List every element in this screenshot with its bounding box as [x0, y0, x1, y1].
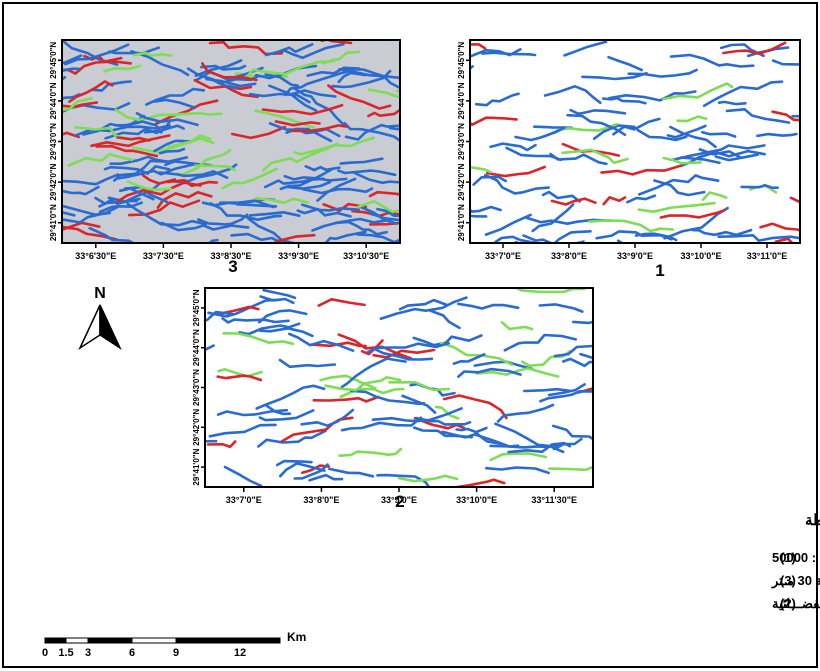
y-coordinate-label: 29°44'0"N — [457, 82, 466, 119]
legend-title: مفتـــاح الخريـــــــطة — [805, 512, 820, 529]
x-coordinate-label: 33°7'30"E — [143, 251, 184, 261]
legend-text: شــبكة التصـــريف مـــن المرئيـــة الفضـ… — [772, 596, 820, 612]
scale-segment — [45, 638, 66, 643]
x-coordinate-label: 33°7'0"E — [226, 495, 262, 505]
x-coordinate-label: 33°8'0"E — [551, 251, 587, 261]
y-coordinate-label: 29°45'0"N — [192, 289, 201, 326]
map-background — [470, 40, 800, 243]
legend-text: شـبكة التصـريف مـن نمـوذج الارتفاعـات ال… — [771, 573, 820, 589]
y-coordinate-label: 29°42'0"N — [49, 163, 58, 200]
legend-text: شـــبكة التصـــريف مـــن الخـــرائط 1 : … — [772, 550, 820, 566]
stream — [524, 389, 569, 391]
scale-label: 12 — [234, 647, 246, 659]
map-panel: 33°7'0"E 33°8'0"E 33°9'0"E 33°10'0"E 33°11'0… — [415, 40, 820, 280]
x-coordinate-label: 33°9'0"E — [617, 251, 653, 261]
scale-segment — [220, 638, 280, 643]
y-coordinate-label: 29°42'0"N — [457, 163, 466, 200]
x-coordinate-label: 33°6'30"E — [75, 251, 116, 261]
x-coordinate-label: 33°10'30"E — [343, 251, 389, 261]
scale-bar: 0 1.5 3 6 9 12 Km — [42, 630, 306, 659]
stream — [757, 134, 796, 136]
y-coordinate-label: 29°42'0"N — [192, 409, 201, 446]
scale-segment — [176, 638, 220, 643]
y-coordinate-label: 29°43'0"N — [49, 123, 58, 160]
north-arrow: N — [80, 285, 120, 348]
y-coordinate-label: 29°41'0"N — [49, 204, 58, 241]
y-coordinate-label: 29°41'0"N — [457, 204, 466, 241]
y-coordinate-label: 29°44'0"N — [192, 329, 201, 366]
x-coordinate-label: 33°11'30"E — [531, 495, 577, 505]
scale-segment — [132, 638, 176, 643]
scale-label: 1.5 — [58, 647, 73, 659]
scale-label: 0 — [42, 647, 48, 659]
map-number: 1 — [655, 261, 664, 280]
maps: 33°6'30"E33°7'30"E33°8'30"E33°9'30"E33°1… — [8, 40, 820, 512]
scale-segment — [66, 638, 88, 643]
x-coordinate-label: 33°10'0"E — [456, 495, 497, 505]
x-coordinate-label: 33°9'30"E — [278, 251, 319, 261]
north-label: N — [94, 285, 106, 302]
y-coordinate-label: 29°45'0"N — [457, 42, 466, 79]
scale-label: 6 — [129, 647, 135, 659]
scale-unit: Km — [287, 630, 306, 644]
figure: 33°6'30"E33°7'30"E33°8'30"E33°9'30"E33°1… — [0, 0, 820, 671]
scale-label: 9 — [173, 647, 179, 659]
map-number: 3 — [228, 257, 237, 276]
scale-label: 3 — [85, 647, 91, 659]
x-coordinate-label: 33°7'0"E — [485, 251, 521, 261]
x-coordinate-label: 33°11'0"E — [747, 251, 788, 261]
y-coordinate-label: 29°45'0"N — [49, 42, 58, 79]
y-coordinate-label: 29°44'0"N — [49, 82, 58, 119]
y-coordinate-label: 29°43'0"N — [457, 123, 466, 160]
legend: (1)شـــبكة التصـــريف مـــن الخـــرائط 1… — [771, 550, 820, 612]
scale-segment — [88, 638, 132, 643]
y-coordinate-label: 29°41'0"N — [192, 448, 201, 485]
map-number: 2 — [395, 492, 404, 511]
x-coordinate-label: 33°10'0"E — [680, 251, 721, 261]
y-coordinate-label: 29°43'0"N — [192, 369, 201, 406]
x-coordinate-label: 33°8'0"E — [303, 495, 339, 505]
